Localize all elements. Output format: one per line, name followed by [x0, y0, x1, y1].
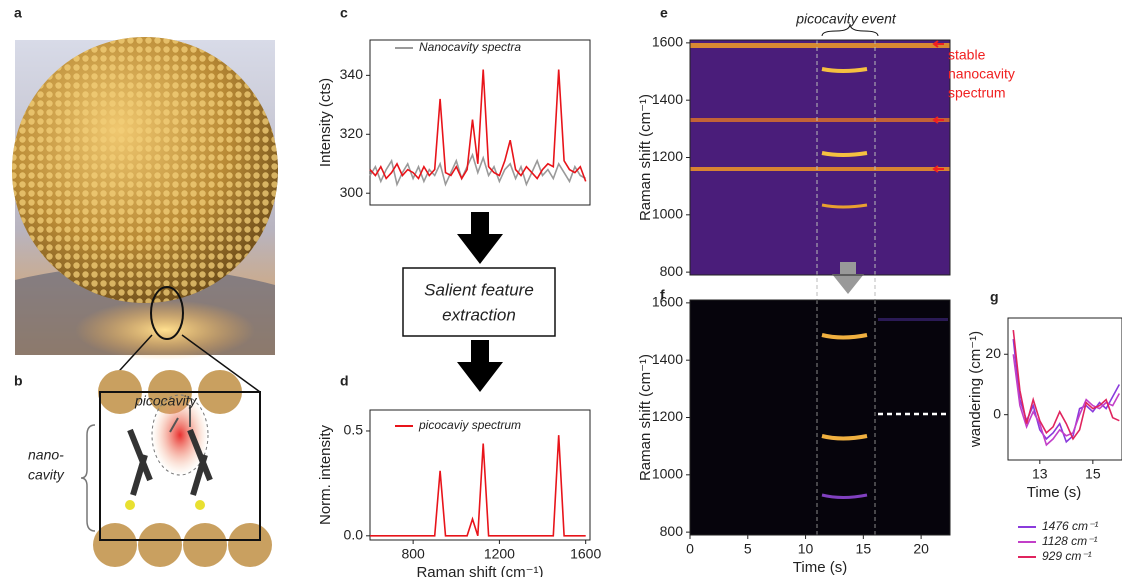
y-axis-label: Intensity (cts)	[317, 78, 334, 167]
diagram-label: picocavity	[134, 393, 197, 409]
plot-frame	[369, 409, 591, 541]
y-tick-label: 1400	[652, 91, 683, 107]
legend-label: 1476 cm⁻¹	[1042, 519, 1098, 533]
annotation: spectrum	[948, 85, 1006, 101]
line	[369, 152, 587, 187]
y-tick-label: 340	[340, 66, 364, 82]
y-tick-label: 0.0	[344, 527, 364, 543]
line	[369, 69, 587, 182]
side-label: cavity	[28, 467, 65, 483]
x-tick-label: 0	[686, 541, 694, 557]
legend-label: 929 cm⁻¹	[1042, 549, 1092, 563]
annotation: nanocavity	[948, 66, 1015, 82]
y-tick-label: 1000	[652, 466, 683, 482]
annotation: picocavity event	[795, 11, 897, 27]
panel-label: d	[340, 373, 349, 389]
x-axis-label: Time (s)	[793, 559, 847, 576]
x-tick-label: 1600	[570, 546, 601, 562]
process-text: Salient feature	[424, 280, 534, 299]
plot-frame	[369, 39, 591, 206]
side-label: nano-	[28, 447, 64, 463]
x-tick-label: 800	[401, 546, 425, 562]
y-tick-label: 1200	[652, 148, 683, 164]
legend-label: 1128 cm⁻¹	[1042, 534, 1097, 548]
line	[1012, 330, 1120, 441]
x-axis-label: Raman shift (cm⁻¹)	[416, 564, 543, 577]
panel-label: e	[660, 5, 668, 21]
x-tick-label: 20	[913, 541, 929, 557]
y-tick-label: 320	[340, 125, 364, 141]
y-tick-label: 1200	[652, 408, 683, 424]
heatmap-f-image	[690, 300, 950, 535]
annotation: stable	[948, 47, 986, 63]
process-text: extraction	[442, 305, 516, 324]
y-axis-label: wandering (cm⁻¹)	[967, 331, 984, 448]
y-tick-label: 800	[660, 263, 684, 279]
panel-label: a	[14, 5, 22, 21]
panel-a-image	[12, 37, 278, 360]
x-tick-label: 13	[1032, 466, 1048, 482]
panel-label: g	[990, 289, 999, 305]
panel-b-diagram	[80, 334, 272, 567]
legend-label: Nanocavity spectra	[419, 40, 521, 54]
y-tick-label: 20	[985, 345, 1001, 361]
y-axis-label: Raman shift (cm⁻¹)	[637, 94, 654, 221]
panel-label: f	[660, 287, 665, 303]
x-tick-label: 15	[1085, 466, 1101, 482]
y-tick-label: 1400	[652, 351, 683, 367]
y-axis-label: Norm. intensity	[317, 424, 334, 525]
x-tick-label: 5	[744, 541, 752, 557]
x-tick-label: 1200	[484, 546, 515, 562]
legend-label: picocaviy spectrum	[418, 418, 521, 432]
y-axis-label: Raman shift (cm⁻¹)	[637, 354, 654, 481]
line	[1012, 354, 1121, 447]
x-tick-label: 15	[856, 541, 872, 557]
x-axis-label: Time (s)	[1027, 484, 1081, 501]
y-tick-label: 800	[660, 523, 684, 539]
heatmap-e-image	[690, 23, 950, 535]
panel-label: b	[14, 373, 23, 389]
y-tick-label: 0.5	[344, 422, 364, 438]
y-tick-label: 1000	[652, 206, 683, 222]
x-tick-label: 10	[798, 541, 814, 557]
line	[370, 435, 586, 537]
plot-frame	[1007, 317, 1122, 461]
panel-label: c	[340, 5, 348, 21]
y-tick-label: 1600	[652, 294, 683, 310]
line	[1012, 339, 1121, 444]
y-tick-label: 0	[993, 405, 1001, 421]
process-arrows	[402, 212, 556, 392]
y-tick-label: 300	[340, 184, 364, 200]
y-tick-label: 1600	[652, 34, 683, 50]
